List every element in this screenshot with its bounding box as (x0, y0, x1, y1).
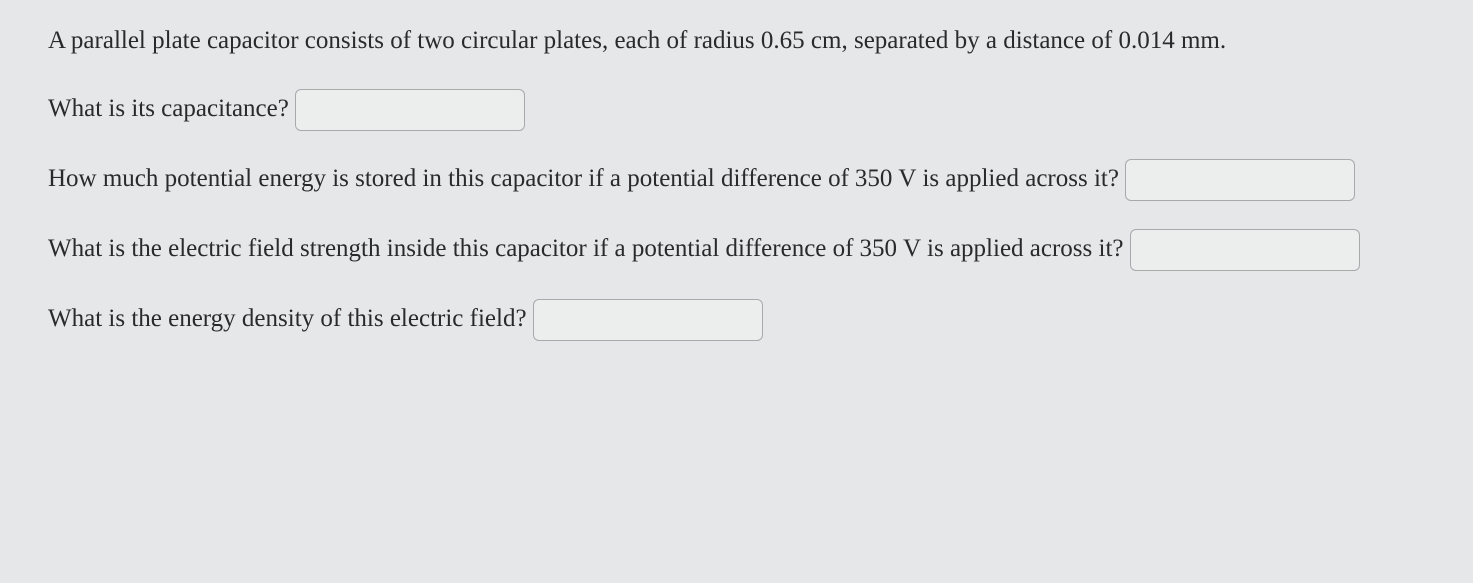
q2-post: is applied across it? (922, 160, 1118, 199)
q1-label: What is its capacitance? (48, 90, 289, 129)
q4-label: What is the energy density of this elect… (48, 300, 527, 339)
question-field-strength: What is the electric field strength insi… (48, 229, 1433, 271)
radius-unit: cm (805, 27, 842, 54)
q3-volt-value: 350 (859, 230, 897, 269)
intro-post: . (1220, 27, 1226, 54)
dist-unit: mm (1175, 27, 1220, 54)
dist-value: 0.014 (1118, 27, 1174, 54)
q2-volt-unit: V (898, 160, 916, 199)
field-strength-input[interactable] (1130, 229, 1360, 271)
intro-pre: A parallel plate capacitor consists of t… (48, 27, 761, 54)
intro-paragraph: A parallel plate capacitor consists of t… (48, 22, 1433, 61)
capacitance-input[interactable] (295, 89, 525, 131)
question-potential-energy: How much potential energy is stored in t… (48, 159, 1433, 201)
q3-volt-unit: V (903, 230, 921, 269)
radius-value: 0.65 (761, 27, 805, 54)
q2-volt-value: 350 (855, 160, 893, 199)
intro-mid: , separated by a distance of (841, 27, 1118, 54)
potential-energy-input[interactable] (1125, 159, 1355, 201)
q2-pre: How much potential energy is stored in t… (48, 160, 849, 199)
q3-post: is applied across it? (927, 230, 1123, 269)
energy-density-input[interactable] (533, 299, 763, 341)
question-capacitance: What is its capacitance? (48, 89, 1433, 131)
question-energy-density: What is the energy density of this elect… (48, 299, 1433, 341)
q3-pre: What is the electric field strength insi… (48, 230, 853, 269)
